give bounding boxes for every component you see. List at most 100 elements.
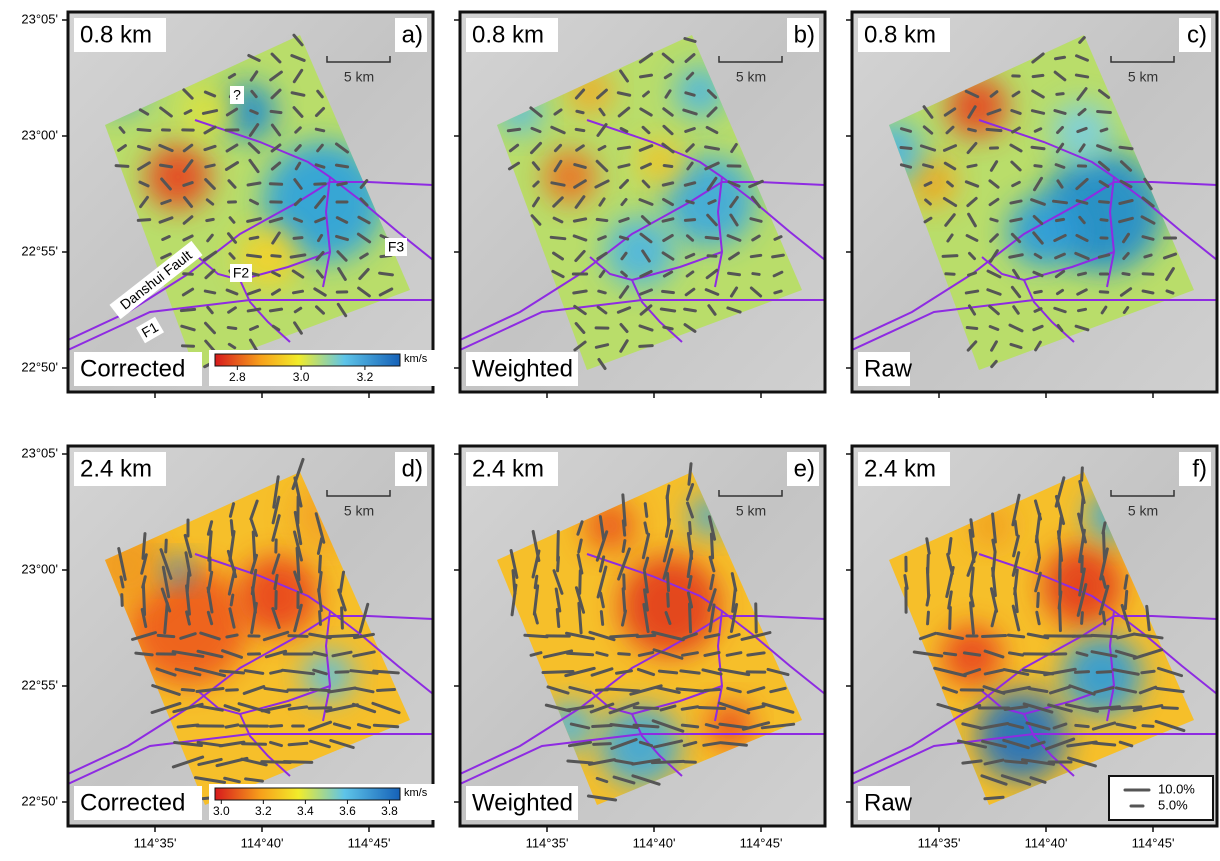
fast-direction <box>374 671 399 673</box>
fast-direction <box>1079 273 1086 275</box>
fast-direction <box>182 690 193 691</box>
fast-direction <box>1056 219 1063 220</box>
fast-direction <box>1100 202 1109 203</box>
fast-direction <box>231 595 233 605</box>
lon-label: 114°40' <box>241 835 284 850</box>
question-mark-group: ? <box>230 86 244 104</box>
fast-direction <box>248 309 260 311</box>
fast-direction <box>1008 635 1023 637</box>
fast-direction <box>336 672 348 673</box>
fast-direction <box>309 708 331 709</box>
fast-direction <box>1104 533 1105 560</box>
fast-direction <box>637 635 655 636</box>
lon-label: 114°35' <box>526 835 569 850</box>
fast-direction <box>558 557 559 570</box>
fast-direction <box>690 522 691 533</box>
lon-label: 114°45' <box>740 835 783 850</box>
fast-direction <box>901 148 911 149</box>
fault-label-group: F2 <box>230 264 252 282</box>
fast-direction <box>284 762 312 763</box>
fast-direction <box>227 690 238 691</box>
fast-direction <box>205 291 214 293</box>
fast-direction <box>991 219 997 221</box>
colorbar-unit: km/s <box>404 787 428 799</box>
fast-direction <box>380 273 393 275</box>
fast-direction <box>950 608 951 629</box>
depth-label: 0.8 km <box>864 21 936 48</box>
fast-direction <box>184 274 193 275</box>
fast-direction <box>1011 201 1021 203</box>
fast-direction <box>525 635 547 636</box>
fast-direction <box>1035 291 1042 292</box>
fast-direction <box>773 255 784 257</box>
method-label: Raw <box>864 355 913 382</box>
fast-direction <box>378 690 395 691</box>
map-panel: 2.4 kmf)Raw5 km114°35'114°40'114°45'10.0… <box>846 446 1217 850</box>
fast-direction <box>699 708 724 709</box>
fast-direction <box>294 238 302 239</box>
velocity-anomaly <box>1062 636 1142 716</box>
lat-label: 22°55' <box>21 243 58 258</box>
fast-direction <box>320 556 321 572</box>
colorbar-tick-label: 3.8 <box>381 804 398 818</box>
fast-direction <box>1103 612 1104 624</box>
fast-direction <box>508 129 519 131</box>
fast-direction <box>664 166 672 167</box>
method-label: Weighted <box>472 355 573 382</box>
fast-direction <box>623 589 625 612</box>
velocity-anomaly <box>146 145 210 209</box>
fast-direction <box>253 532 255 560</box>
fast-direction <box>618 147 629 149</box>
fast-direction <box>1015 521 1017 535</box>
fast-direction <box>1082 613 1083 624</box>
fast-direction <box>248 183 260 185</box>
fast-direction <box>568 761 592 763</box>
fast-direction <box>594 744 611 745</box>
fast-direction <box>1076 75 1087 77</box>
method-label: Corrected <box>80 789 185 816</box>
fast-direction <box>1143 726 1153 727</box>
fast-direction <box>1055 57 1064 59</box>
fast-direction <box>927 568 928 596</box>
fast-direction <box>599 291 606 293</box>
fast-direction <box>645 523 647 533</box>
fast-direction <box>1143 291 1153 293</box>
fast-direction <box>1006 761 1027 763</box>
fast-direction <box>576 129 584 130</box>
panel-letter: c) <box>1187 21 1207 48</box>
lon-label: 114°40' <box>633 835 676 850</box>
colorbar-tick-label: 2.8 <box>229 370 246 384</box>
panel-letter: d) <box>402 455 423 482</box>
fast-direction <box>1097 672 1111 673</box>
fast-direction <box>342 608 343 628</box>
fast-direction <box>577 111 583 112</box>
fast-direction <box>250 237 258 239</box>
lon-label: 114°45' <box>348 835 391 850</box>
map-panel: 0.8 km c) Raw 5 km <box>846 12 1217 398</box>
fast-direction <box>687 201 693 203</box>
depth-label: 2.4 km <box>864 455 936 482</box>
fast-direction <box>597 690 608 691</box>
question-mark: ? <box>233 87 241 103</box>
fast-direction <box>661 309 674 311</box>
scale-label: 5 km <box>1128 69 1158 85</box>
fast-direction <box>289 743 307 744</box>
fast-direction <box>1054 201 1067 203</box>
lat-label: 22°50' <box>21 793 58 808</box>
fast-direction <box>574 291 586 293</box>
fast-direction <box>611 635 638 637</box>
lon-label: 114°45' <box>1132 835 1175 850</box>
fast-direction <box>228 327 236 328</box>
fast-direction <box>1167 291 1173 293</box>
fast-direction <box>1145 255 1151 257</box>
fast-direction <box>928 612 929 624</box>
colorbar-tick-label: 3.4 <box>297 804 314 818</box>
fast-direction <box>1123 273 1129 274</box>
fast-direction <box>270 726 281 727</box>
fault-label: F2 <box>233 265 250 281</box>
fast-direction <box>668 594 669 607</box>
fast-direction <box>652 761 683 762</box>
fast-direction <box>1076 725 1088 726</box>
